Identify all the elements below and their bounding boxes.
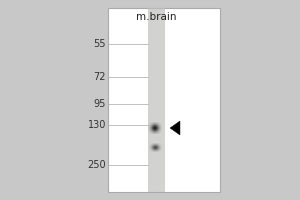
Bar <box>108 8 220 192</box>
Text: 95: 95 <box>94 99 106 109</box>
Bar <box>148 8 165 192</box>
Text: 55: 55 <box>94 39 106 49</box>
Text: m.brain: m.brain <box>136 12 176 22</box>
Text: 130: 130 <box>88 120 106 130</box>
Polygon shape <box>170 121 180 135</box>
Text: 72: 72 <box>94 72 106 82</box>
Text: 250: 250 <box>87 160 106 170</box>
